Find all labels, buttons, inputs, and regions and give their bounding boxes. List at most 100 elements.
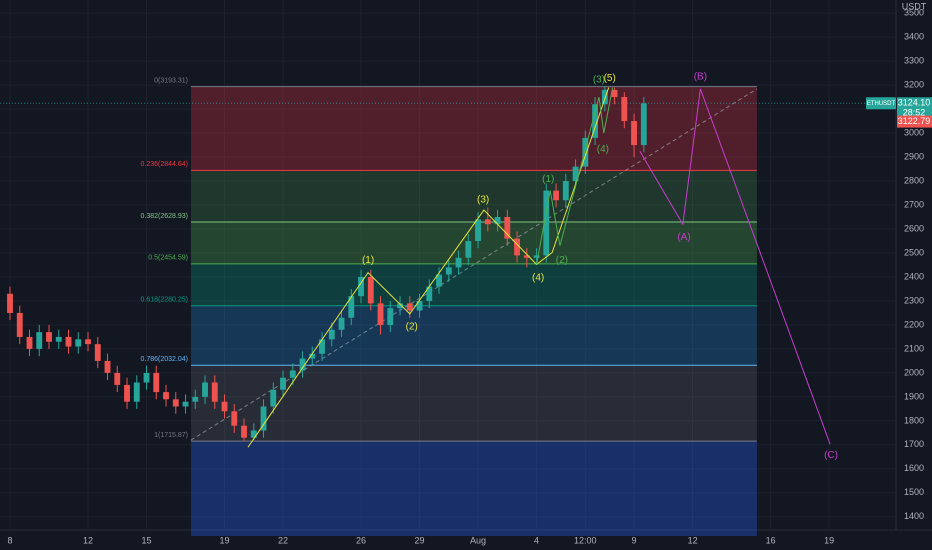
fib-band [190, 263, 757, 306]
candle-body [163, 392, 169, 400]
symbol-label: ETHUSDT [867, 101, 896, 107]
x-tick-label: Aug [470, 535, 486, 545]
fib-label: 0.382(2628.93) [140, 213, 187, 220]
y-tick-label: 2700 [904, 199, 924, 209]
candle-body [494, 217, 501, 225]
candle-body [553, 190, 559, 201]
candle-body [241, 425, 247, 438]
wave-label: (4) [532, 272, 544, 283]
y-tick-label: 3200 [904, 79, 924, 89]
y-tick-label: 2300 [904, 295, 924, 305]
candle-body [484, 219, 491, 225]
candle-body [377, 303, 384, 325]
prev-price-tag [897, 115, 932, 128]
prev-price-label: 3122.79 [898, 116, 931, 126]
countdown-label: 28:52 [903, 108, 926, 118]
candle-body [631, 121, 637, 146]
candle-body [133, 382, 140, 402]
candle-body [514, 238, 520, 256]
candle-body [55, 336, 62, 342]
candle-body [309, 353, 316, 359]
candle-body [260, 406, 267, 431]
last-price-label: 3124.10 [898, 98, 931, 108]
candle-body [172, 399, 179, 407]
y-tick-label: 1700 [904, 439, 924, 449]
candle-body [406, 303, 413, 311]
candle-body [26, 336, 33, 349]
candle-body [192, 396, 199, 402]
wave-label: (B) [694, 71, 707, 82]
candle-body [289, 370, 296, 378]
y-unit: USDT [902, 1, 927, 11]
candle-body [582, 137, 589, 167]
y-tick-label: 1500 [904, 487, 924, 497]
candle-body [104, 360, 111, 373]
candle-body [562, 181, 569, 201]
x-tick-label: 19 [220, 535, 230, 545]
fib-label: 0.236(2844.64) [140, 161, 187, 168]
candle-body [270, 389, 277, 407]
wave-label: (3) [593, 74, 605, 85]
candle-body [94, 344, 101, 361]
candle-body [231, 411, 238, 426]
fib-label: 0.618(2280.25) [140, 297, 187, 304]
x-tick-label: 9 [632, 535, 637, 545]
candle-body [75, 339, 82, 347]
candle-body [592, 104, 598, 138]
x-tick-label: 4 [534, 535, 539, 545]
fib-band [190, 86, 757, 171]
candle-body [85, 339, 91, 345]
wave-label: (4) [597, 144, 609, 155]
x-tick-label: 22 [278, 535, 288, 545]
candle-body [46, 332, 52, 342]
candle-body [387, 308, 394, 325]
candle-body [250, 430, 257, 438]
wave-label: (5) [604, 73, 616, 84]
wave-label: (1) [362, 255, 374, 266]
candle-body [202, 382, 208, 397]
y-tick-label: 2600 [904, 223, 924, 233]
candle-body [182, 401, 189, 407]
y-tick-label: 1600 [904, 463, 924, 473]
wave-line [639, 88, 831, 445]
y-tick-label: 3500 [904, 7, 924, 17]
candle-body [621, 97, 628, 122]
candle-body [153, 372, 160, 393]
x-tick-label: 26 [356, 535, 366, 545]
candle-body [348, 296, 355, 318]
candle-body [601, 89, 608, 105]
wave-label: (C) [824, 450, 838, 461]
fib-label: 1(1715.87) [154, 432, 188, 439]
fib-band [190, 441, 757, 536]
candle-body [299, 358, 306, 371]
candle-body [640, 103, 647, 146]
y-tick-label: 1800 [904, 415, 924, 425]
y-tick-label: 2500 [904, 247, 924, 257]
candle-body [280, 377, 286, 390]
wave-line [247, 87, 610, 448]
x-tick-label: 8 [7, 535, 12, 545]
candle-body [65, 336, 72, 347]
symbol-tag [866, 97, 896, 110]
wave-label: (1) [542, 174, 554, 185]
candle-body [143, 372, 150, 383]
candle-body [124, 384, 130, 402]
candle-body [16, 312, 23, 337]
x-tick-label: 16 [766, 535, 776, 545]
candle-body [426, 286, 433, 301]
y-tick-label: 1900 [904, 391, 924, 401]
fib-label: 0(3193.31) [154, 78, 188, 85]
wave-label: (3) [477, 195, 489, 206]
y-tick-label: 3400 [904, 31, 924, 41]
trend-line [190, 88, 758, 441]
y-tick-label: 3000 [904, 127, 924, 137]
wave-label: (A) [677, 232, 690, 243]
fib-band [190, 170, 757, 223]
fib-band [190, 305, 757, 366]
x-tick-label: 12 [688, 535, 698, 545]
candle-body [475, 219, 481, 241]
x-tick-label: 12 [83, 535, 93, 545]
candle-body [416, 300, 423, 311]
candle-body [36, 332, 43, 349]
